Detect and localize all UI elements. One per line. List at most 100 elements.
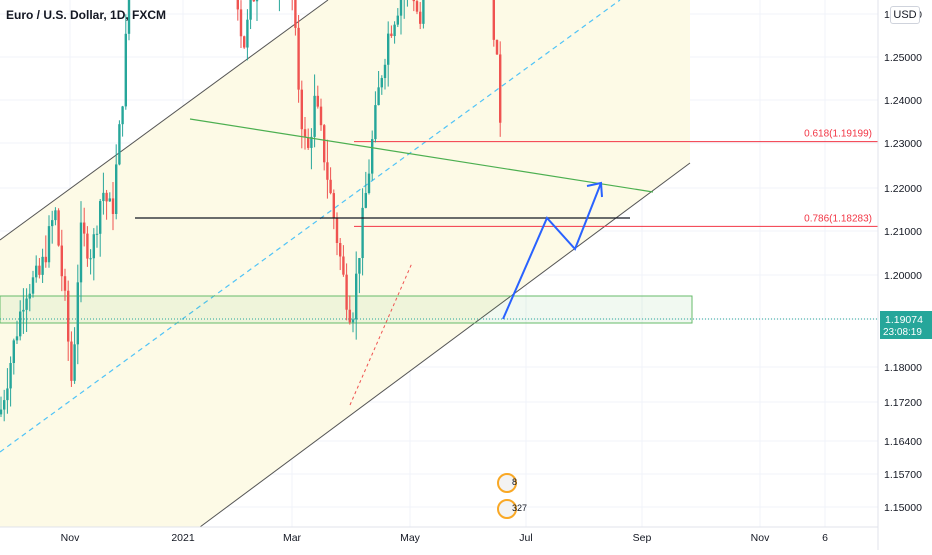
candle-body xyxy=(95,233,99,235)
candle-body xyxy=(492,0,495,40)
candle-body xyxy=(89,258,92,260)
candle-body xyxy=(342,256,345,275)
candle-body xyxy=(294,0,297,28)
currency-button[interactable]: USD xyxy=(890,6,920,24)
candle-body xyxy=(9,363,12,389)
price-axis-tick: 1.15000 xyxy=(884,502,922,514)
candle-body xyxy=(99,201,102,234)
candle-body xyxy=(246,19,249,48)
candle-body xyxy=(83,222,86,234)
candle-body xyxy=(329,179,332,194)
candle-body xyxy=(377,87,380,106)
candle-body xyxy=(335,218,339,244)
projection-path xyxy=(502,182,602,320)
candle-body xyxy=(303,129,307,138)
channel-lower-line xyxy=(199,162,691,528)
candle-body xyxy=(415,1,419,12)
candle-body xyxy=(79,222,83,283)
candle-body xyxy=(390,33,393,37)
candle-body xyxy=(115,164,118,214)
candle-body xyxy=(28,293,31,299)
time-axis-tick: 2021 xyxy=(171,532,195,544)
candle-body xyxy=(127,0,131,34)
candle-body xyxy=(236,0,239,10)
candle-body xyxy=(361,207,364,259)
fib-level-label: 0.618(1.19199) xyxy=(804,129,872,140)
candle-body xyxy=(495,39,499,55)
candle-body xyxy=(111,198,115,214)
time-axis-tick: May xyxy=(400,532,421,544)
candle-body xyxy=(102,192,105,202)
candle-body xyxy=(419,11,422,24)
candle-body xyxy=(239,9,243,37)
candle-body xyxy=(19,311,22,337)
candle-body xyxy=(323,125,326,163)
candle-body xyxy=(422,0,425,24)
candle-body xyxy=(355,273,358,320)
candle-body xyxy=(249,0,252,20)
candle-body xyxy=(92,234,95,259)
candle-body xyxy=(297,27,300,90)
price-axis-tick: 1.21000 xyxy=(884,226,922,238)
candle-body xyxy=(412,0,415,2)
channel-upper-line xyxy=(0,0,329,241)
candle-body xyxy=(358,258,361,274)
candle-body xyxy=(73,344,76,381)
candle-body xyxy=(364,193,367,208)
candle-body xyxy=(300,89,303,130)
candle-body xyxy=(67,290,70,342)
candle-body xyxy=(307,137,310,148)
candle-body xyxy=(3,400,6,410)
candle-body xyxy=(22,309,25,312)
channel-fill xyxy=(0,0,690,527)
candle-body xyxy=(86,233,89,259)
candle-body xyxy=(374,105,377,140)
candle-body xyxy=(12,340,15,364)
candle-body xyxy=(60,245,63,277)
candle-body xyxy=(348,309,351,323)
candle-body xyxy=(380,78,383,88)
event-flag-us xyxy=(497,473,517,493)
candle-body xyxy=(313,95,316,137)
candle-body xyxy=(25,298,28,310)
candle-body xyxy=(326,162,329,180)
price-axis-tick: 1.17200 xyxy=(884,397,922,409)
time-axis-tick: 6 xyxy=(822,532,828,544)
candle-body xyxy=(47,226,51,263)
channel-median-line xyxy=(0,0,621,453)
price-axis-tick: 1.18000 xyxy=(884,362,922,374)
event-flag-eu xyxy=(497,499,517,519)
bar-countdown: 23:08:19 xyxy=(883,327,922,338)
candle-body xyxy=(319,106,323,126)
event-badge-label: 8 xyxy=(512,477,517,487)
candle-body xyxy=(383,64,387,79)
candle-body xyxy=(108,198,111,202)
time-axis-tick: Nov xyxy=(61,532,80,544)
candle-body xyxy=(332,193,335,219)
price-axis-tick: 1.22000 xyxy=(884,183,922,195)
price-axis-tick: 1.24000 xyxy=(884,95,922,107)
candle-body xyxy=(351,319,355,323)
candle-body xyxy=(35,265,38,278)
fib-base-line xyxy=(349,262,413,406)
price-axis-tick: 1.20000 xyxy=(884,270,922,282)
descending-trendline xyxy=(189,118,654,193)
candle-body xyxy=(252,0,255,2)
price-axis-tick: 1.25000 xyxy=(884,52,922,64)
candle-body xyxy=(31,277,35,294)
price-axis-tick: 1.23000 xyxy=(884,138,922,150)
candle-body xyxy=(118,124,121,165)
candle-body xyxy=(6,388,9,401)
event-badge-label: 327 xyxy=(512,503,527,513)
candle-body xyxy=(316,95,319,107)
candle-body xyxy=(63,276,67,291)
candle-body xyxy=(41,256,44,275)
candle-body xyxy=(38,265,41,275)
candle-body xyxy=(54,210,57,221)
candle-body xyxy=(57,210,60,246)
candle-body xyxy=(0,409,3,415)
time-axis-tick: Jul xyxy=(519,532,532,544)
last-price-value: 1.19074 xyxy=(885,314,923,326)
